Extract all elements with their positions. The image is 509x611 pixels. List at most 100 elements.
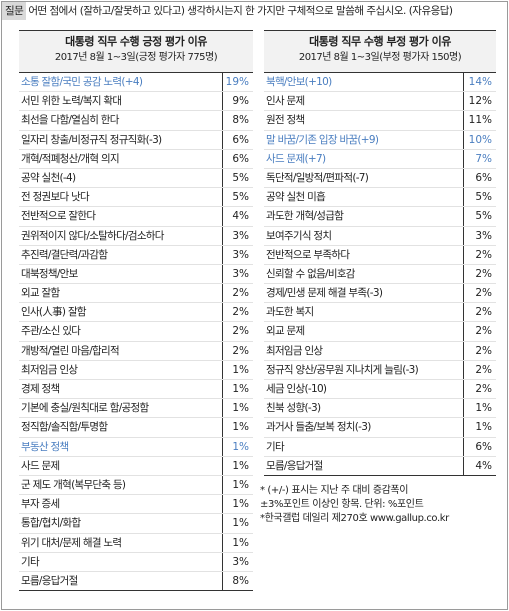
reason-percent: 1% bbox=[232, 421, 249, 434]
reason-percent: 6% bbox=[475, 171, 492, 184]
reason-label: 통합/협치/화합 bbox=[21, 517, 81, 530]
reason-percent: 2% bbox=[475, 287, 492, 300]
reason-percent: 2% bbox=[232, 287, 249, 300]
table-row: 전반적으로 부족하다 2% bbox=[264, 246, 496, 265]
reason-label: 개방적/열린 마음/합리적 bbox=[21, 344, 120, 357]
reason-percent: 3% bbox=[232, 555, 249, 568]
reason-label: 전반적으로 부족하다 bbox=[266, 248, 350, 261]
table-row: 경제/민생 문제 해결 부족(-3) 2% bbox=[264, 284, 496, 304]
reason-label: 인사(人事) 잘함 bbox=[21, 306, 87, 319]
table-row: 전 정권보다 낫다 5% bbox=[19, 188, 253, 208]
table-row: 권위적이지 않다/소탈하다/검소하다 3% bbox=[19, 227, 253, 246]
reason-percent: 1% bbox=[232, 459, 249, 472]
reason-percent: 6% bbox=[232, 133, 249, 146]
table-row: 과도한 복지 2% bbox=[264, 303, 496, 323]
table-row: 모름/응답거절 8% bbox=[19, 572, 253, 592]
reason-percent: 7% bbox=[475, 152, 492, 165]
reason-percent: 2% bbox=[475, 248, 492, 261]
reason-label: 최선을 다함/열심히 한다 bbox=[21, 114, 119, 127]
reason-percent: 1% bbox=[232, 478, 249, 491]
table-row: 최선을 다함/열심히 한다 8% bbox=[19, 111, 253, 131]
question-text: 어떤 점에서 (잘하고/잘못하고 있다고) 생각하시는지 한 가지만 구체적으로… bbox=[28, 5, 453, 17]
reason-label: 친북 성향(-3) bbox=[266, 402, 321, 415]
table-row: 위기 대처/문제 해결 노력 1% bbox=[19, 534, 253, 553]
table-row: 부동산 정책 1% bbox=[19, 438, 253, 457]
reason-label: 기타 bbox=[21, 555, 40, 568]
survey-question: 질문 어떤 점에서 (잘하고/잘못하고 있다고) 생각하시는지 한 가지만 구체적… bbox=[2, 2, 507, 20]
table-row: 대북정책/안보 3% bbox=[19, 265, 253, 285]
negative-rows: 북핵/안보(+10) 14% 인사 문제 12% 원전 정책 11% 말 바꿈/기존 입장 … bbox=[264, 73, 496, 476]
reason-label: 부자 증세 bbox=[21, 498, 60, 511]
table-row: 원전 정책 11% bbox=[264, 111, 496, 131]
reason-percent: 12% bbox=[468, 95, 492, 108]
reason-percent: 6% bbox=[232, 152, 249, 165]
negative-table-title: 대통령 직무 수행 부정 평가 이유 bbox=[309, 35, 451, 48]
table-row: 신뢰할 수 없음/비호감 2% bbox=[264, 265, 496, 285]
reason-label: 경제 정책 bbox=[21, 383, 60, 395]
reason-percent: 1% bbox=[232, 517, 249, 530]
reason-percent: 3% bbox=[232, 267, 249, 280]
reason-percent: 1% bbox=[475, 402, 492, 415]
table-row: 기타 3% bbox=[19, 553, 253, 572]
reason-percent: 5% bbox=[475, 191, 492, 204]
table-row: 부자 증세 1% bbox=[19, 495, 253, 515]
reason-percent: 14% bbox=[468, 76, 492, 88]
reason-label: 세금 인상(-10) bbox=[266, 383, 327, 395]
reason-label: 모름/응답거절 bbox=[21, 574, 78, 587]
table-row: 공약 실천 미흡 5% bbox=[264, 188, 496, 208]
reason-label: 독단적/일방적/편파적(-7) bbox=[266, 171, 369, 184]
reason-label: 위기 대처/문제 해결 노력 bbox=[21, 536, 122, 549]
table-row: 과거사 들춤/보복 정치(-3) 1% bbox=[264, 418, 496, 438]
reason-label: 정직함/솔직함/투명함 bbox=[21, 421, 108, 434]
table-row: 세금 인상(-10) 2% bbox=[264, 380, 496, 400]
table-row: 소통 잘함/국민 공감 노력(+4) 19% bbox=[19, 73, 253, 93]
table-row: 기본에 충실/원칙대로 함/공정함 1% bbox=[19, 399, 253, 419]
positive-rows: 소통 잘함/국민 공감 노력(+4) 19% 서민 위한 노력/복지 확대 9% 최선을… bbox=[19, 73, 253, 592]
reason-percent: 2% bbox=[232, 325, 249, 338]
reason-percent: 10% bbox=[468, 133, 492, 146]
reason-label: 권위적이지 않다/소탈하다/검소하다 bbox=[21, 229, 164, 242]
reason-percent: 9% bbox=[232, 95, 249, 108]
reason-percent: 1% bbox=[232, 498, 249, 511]
table-row: 사드 문제 1% bbox=[19, 457, 253, 476]
negative-table-subtitle: 2017년 8월 1~3일(부정 평가자 150명) bbox=[298, 52, 462, 63]
reason-label: 과도한 개혁/성급함 bbox=[266, 210, 344, 223]
reason-label: 말 바꿈/기존 입장 바꿈(+9) bbox=[266, 133, 379, 146]
positive-table-header: 대통령 직무 수행 긍정 평가 이유 2017년 8월 1~3일(긍정 평가자 … bbox=[19, 30, 253, 73]
reason-label: 전반적으로 잘한다 bbox=[21, 210, 96, 223]
reason-label: 최저임금 인상 bbox=[21, 363, 78, 376]
reason-label: 군 제도 개혁(복무단축 등) bbox=[21, 478, 126, 491]
negative-table-header: 대통령 직무 수행 부정 평가 이유 2017년 8월 1~3일(부정 평가자 … bbox=[264, 30, 496, 73]
table-row: 경제 정책 1% bbox=[19, 380, 253, 400]
question-badge: 질문 bbox=[2, 2, 27, 20]
table-row: 북핵/안보(+10) 14% bbox=[264, 73, 496, 93]
reason-percent: 3% bbox=[232, 229, 249, 242]
table-row: 인사 문제 12% bbox=[264, 92, 496, 112]
reason-percent: 2% bbox=[475, 306, 492, 319]
reason-label: 소통 잘함/국민 공감 노력(+4) bbox=[21, 76, 143, 88]
negative-reasons-table: 대통령 직무 수행 부정 평가 이유 2017년 8월 1~3일(부정 평가자 … bbox=[264, 30, 496, 476]
table-row: 기타 6% bbox=[264, 438, 496, 457]
table-row: 일자리 창출/비정규직 정규직화(-3) 6% bbox=[19, 131, 253, 150]
footnotes: * (+/-) 표시는 지난 주 대비 증감폭이 ±3%포인트 이상인 항목. … bbox=[260, 484, 449, 526]
reason-label: 추진력/결단력/과감함 bbox=[21, 248, 108, 261]
table-row: 외교 잘함 2% bbox=[19, 284, 253, 304]
table-row: 보여주기식 정치 3% bbox=[264, 227, 496, 246]
reason-percent: 4% bbox=[232, 210, 249, 223]
reason-percent: 1% bbox=[232, 536, 249, 549]
reason-label: 최저임금 인상 bbox=[266, 344, 323, 357]
table-row: 최저임금 인상 1% bbox=[19, 361, 253, 380]
table-row: 인사(人事) 잘함 2% bbox=[19, 303, 253, 323]
table-row: 군 제도 개혁(복무단축 등) 1% bbox=[19, 476, 253, 496]
reason-label: 일자리 창출/비정규직 정규직화(-3) bbox=[21, 133, 162, 146]
table-row: 정규직 양산/공무원 지나치게 늘림(-3) 2% bbox=[264, 361, 496, 380]
reason-percent: 1% bbox=[232, 383, 249, 395]
reason-percent: 1% bbox=[232, 402, 249, 415]
reason-label: 경제/민생 문제 해결 부족(-3) bbox=[266, 287, 383, 300]
reason-percent: 2% bbox=[232, 344, 249, 357]
reason-percent: 2% bbox=[475, 383, 492, 395]
reason-percent: 1% bbox=[475, 421, 492, 434]
table-row: 독단적/일방적/편파적(-7) 6% bbox=[264, 169, 496, 189]
reason-percent: 5% bbox=[232, 191, 249, 204]
